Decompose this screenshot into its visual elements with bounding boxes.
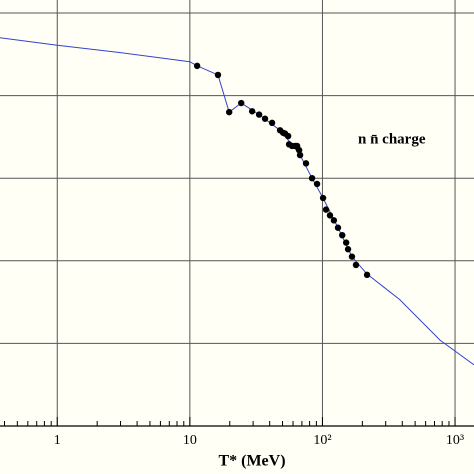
data-point xyxy=(322,206,330,213)
data-point xyxy=(339,231,346,239)
data-point xyxy=(193,62,201,70)
data-point xyxy=(352,261,360,269)
data-point xyxy=(342,239,350,246)
data-point xyxy=(296,151,304,159)
plot-area xyxy=(0,0,474,427)
data-point xyxy=(255,111,263,118)
data-point xyxy=(268,119,276,127)
data-point xyxy=(225,108,233,116)
data-point xyxy=(284,132,292,140)
data-point xyxy=(326,212,334,219)
data-point xyxy=(295,146,303,154)
data-point xyxy=(330,217,338,224)
data-point xyxy=(308,175,316,182)
data-point xyxy=(302,160,310,167)
data-point xyxy=(313,180,321,188)
data-point xyxy=(348,253,356,260)
data-point xyxy=(319,194,327,202)
data-point xyxy=(248,108,256,115)
data-point xyxy=(344,246,352,253)
x-tick-label: 1 xyxy=(54,433,61,448)
data-point xyxy=(261,115,269,122)
x-axis-label: T* (MeV) xyxy=(218,453,285,470)
data-point xyxy=(214,71,222,79)
data-point xyxy=(334,224,342,231)
x-tick-label: 10² xyxy=(313,433,331,448)
x-tick-label: 10³ xyxy=(446,433,464,448)
data-point xyxy=(363,271,371,279)
annotation: n n̄ charge xyxy=(358,131,426,147)
data-point xyxy=(238,99,245,107)
x-tick-label: 10 xyxy=(183,433,197,448)
